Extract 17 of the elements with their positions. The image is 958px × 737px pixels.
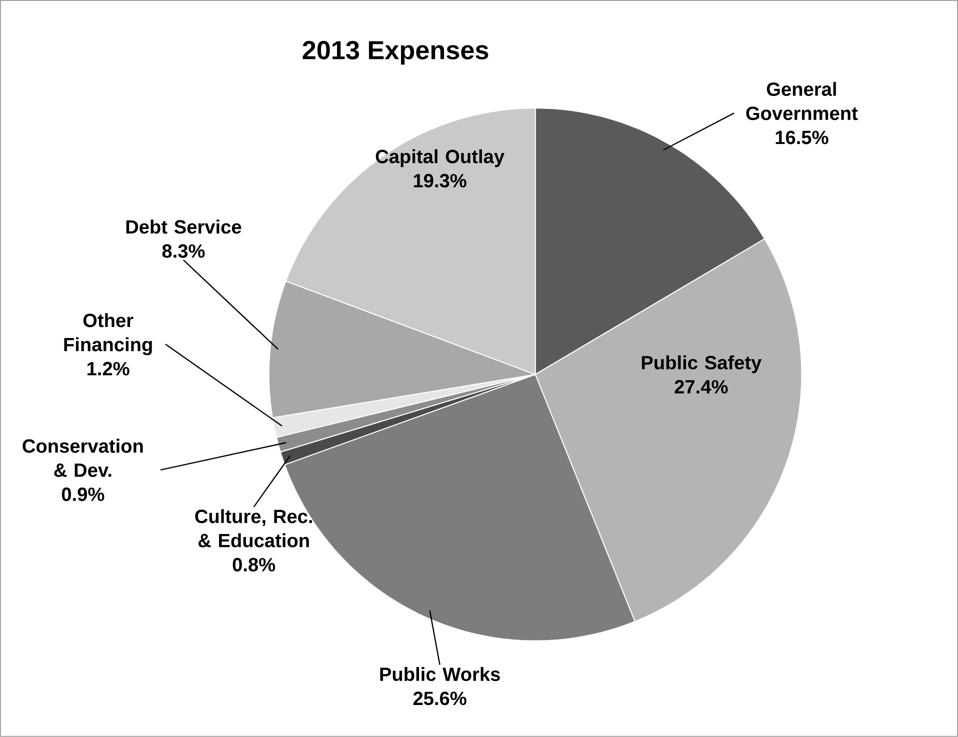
data-label: 25.6%	[413, 692, 466, 706]
data-label: 16.5%	[776, 130, 828, 144]
data-label: 0.8%	[232, 558, 276, 572]
slice-label: General Government	[746, 82, 858, 120]
data-label: 1.2%	[87, 362, 130, 376]
slice-label: Conservation & Dev.	[22, 438, 143, 478]
data-label: 19.3%	[414, 174, 466, 188]
slice-label: Capital Outlay	[376, 149, 504, 168]
slice-label: Culture, Rec. & Education	[195, 509, 312, 548]
slice-label: Debt Service	[126, 220, 242, 234]
slice-label: Public Safety	[642, 355, 762, 374]
slice-label: Public Works	[380, 667, 500, 682]
data-label: 27.4%	[674, 380, 728, 394]
data-label: 8.3%	[162, 244, 205, 258]
chart-title: 2013 Expenses	[302, 41, 488, 65]
slice-label: Other Financing	[64, 313, 152, 356]
data-label: 0.9%	[62, 488, 104, 502]
